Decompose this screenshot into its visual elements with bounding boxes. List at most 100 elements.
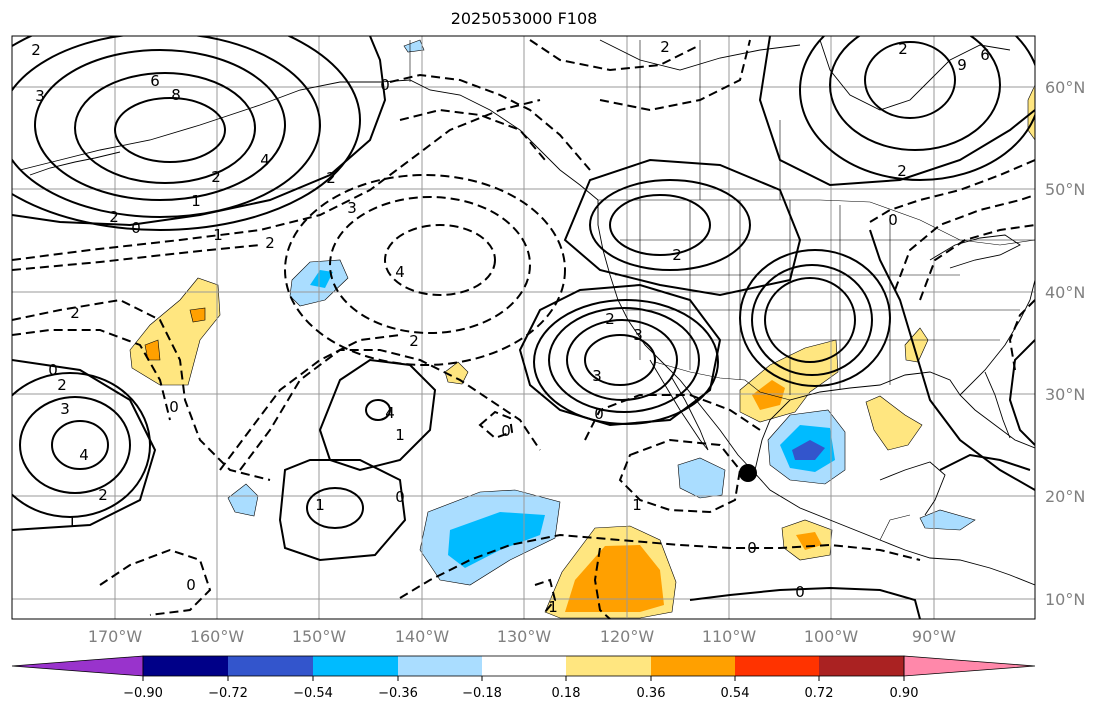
colorbar-tick: 0.18 [552,686,581,701]
colorbar-segment [566,656,651,676]
shade-positive-pacific-west-core [144,339,161,361]
contour-high-w-3 [12,372,151,518]
contour-neg-southwest [99,548,212,616]
contour-high-nw-3 [34,49,286,201]
shade-negative-pacific-b-core [448,512,545,568]
contour-label: 8 [171,86,181,104]
contour-mid-pacific-3 [306,487,364,529]
contour-high-w-2 [19,396,131,494]
solid-contours [12,36,1035,619]
border-us-canada [598,199,1035,246]
shade-positive-mexico-core [752,380,785,410]
shade-negative-north [403,39,425,53]
contour-label: 2 [211,168,221,186]
contour-mid-pacific-2 [365,399,391,421]
contour-label: 1 [548,598,558,616]
contour-label: 0 [186,576,196,594]
contour-neg-east-4 [1008,299,1035,371]
contour-label: 3 [592,367,602,385]
coast-aleutians [29,151,121,176]
shade-positive-pacific-west-core2 [189,307,206,323]
contour-neg-pacific-9 [219,334,401,471]
colorbar-segment [819,656,904,676]
contour-high-nw-us-2 [589,179,751,271]
lat-label: 30°N [1045,385,1085,404]
colorbar-tick: −0.18 [462,686,502,701]
contour-high-nw-2 [74,72,256,184]
contour-label: 2 [109,208,119,226]
political-borders [409,40,1035,541]
lon-label: 120°W [600,627,655,646]
contour-labels: 2 3 6 8 0 2 2 9 6 4 2 1 2 3 2 4 0 2 1 2 … [31,38,990,616]
contour-label: 2 [660,38,670,56]
contour-label: 3 [347,199,357,217]
coast-baja [649,359,709,451]
lat-label: 20°N [1045,487,1085,506]
border-central-america [879,514,911,541]
colorbar-segment [482,656,566,676]
coast-hudson [819,39,1011,111]
contour-neg-south-3 [584,394,761,441]
colorbar-tick: 0.36 [637,686,666,701]
contour-neg-pacific-2 [329,196,531,334]
contour-label: 0 [395,488,405,506]
contour-high-w-4 [12,359,157,531]
colorbar-tick: 0.72 [805,686,834,701]
lon-label: 100°W [804,627,859,646]
colorbar-extend-high [903,655,1036,677]
contour-label: 3 [35,87,45,105]
lon-label: 140°W [395,627,450,646]
border-us-mexico [654,361,791,401]
contour-mid-pacific-4 [278,459,407,562]
coast-yucatan [879,461,946,516]
shade-positive-pacific-south-core [565,545,664,612]
location-marker [739,464,757,482]
contour-label: 4 [385,404,395,422]
contour-label: 1 [191,192,201,210]
contour-label: 2 [98,486,108,504]
lat-label: 60°N [1045,78,1085,97]
contour-label: 0 [795,583,805,601]
contour-label: 6 [150,72,160,90]
longitude-labels: 170°W 160°W 150°W 140°W 130°W 120°W 110°… [88,627,956,646]
coast-gulf-mexico [754,371,1035,471]
contour-label: 0 [380,76,390,94]
contour-neg-south-2 [618,438,742,514]
contour-high-nw-1 [114,97,226,163]
colorbar-tick: 0.90 [890,686,919,701]
contour-high-ne-1 [864,41,956,119]
contour-low-central-2 [751,264,873,376]
lon-label: 110°W [702,627,757,646]
coastlines [19,39,1035,586]
contour-low-central-3 [739,249,891,387]
lon-label: 90°W [912,627,956,646]
contour-label: 1 [315,496,325,514]
contour-neg-east-3 [919,224,1035,301]
lat-label: 50°N [1045,180,1085,199]
contour-label: 4 [395,263,405,281]
colorbar-extend-low [11,655,144,677]
colorbar: −0.90 −0.72 −0.54 −0.36 −0.18 0.18 0.36 … [11,655,1036,701]
contour-neg-pacific-5 [12,244,261,271]
contour-high-ne-2 [829,36,1001,151]
contour-low-sw-2 [566,319,678,401]
contour-label: 1 [395,426,405,444]
contour-low-central-1 [764,277,856,363]
contour-label: 2 [70,304,80,322]
colorbar-tick: −0.36 [378,686,418,701]
contour-label: 2 [326,169,336,187]
contour-label: 0 [501,422,511,440]
colorbar-frame [142,655,905,677]
colorbar-tick: −0.72 [208,686,248,701]
contour-neg-north-1 [389,73,591,171]
contour-label: 0 [747,539,757,557]
contour-high-nw-us-1 [609,194,711,256]
contour-label: 0 [594,405,604,423]
colorbar-segment [398,656,482,676]
contour-neg-pacific-6 [12,298,271,481]
latitude-labels: 60°N 50°N 40°N 30°N 20°N 10°N [1045,78,1085,609]
contour-label: 6 [980,46,990,64]
contour-label: 4 [260,151,270,169]
map-frame [11,35,1036,620]
